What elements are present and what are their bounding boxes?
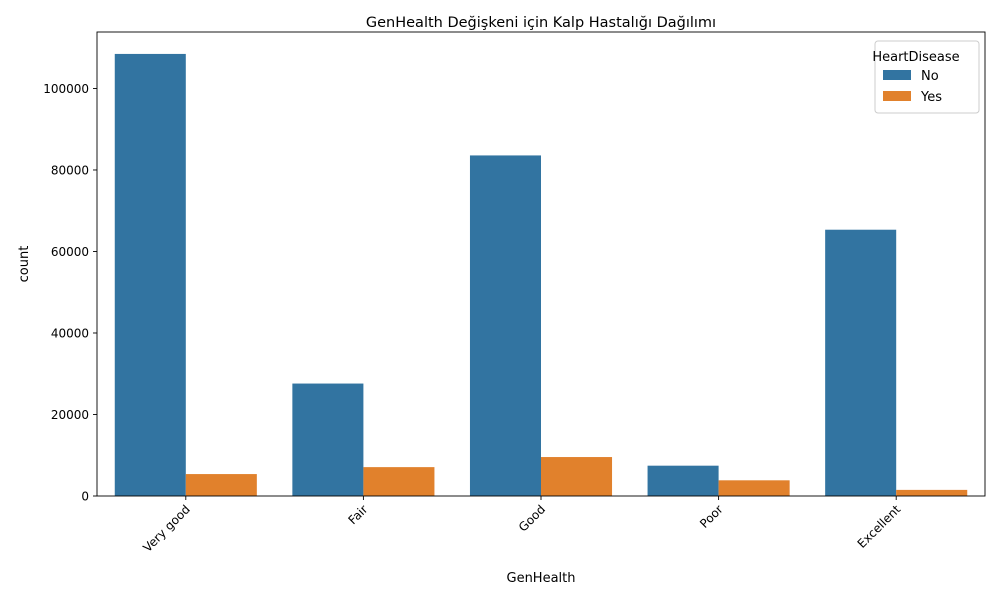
x-tick-label: Fair bbox=[345, 502, 370, 527]
x-tick-label: Poor bbox=[697, 502, 726, 531]
y-tick-label: 80000 bbox=[51, 163, 89, 177]
legend: HeartDisease No Yes bbox=[872, 40, 980, 114]
bar-no-poor bbox=[647, 465, 719, 496]
bars-group bbox=[114, 53, 968, 497]
y-tick-label: 0 bbox=[81, 490, 89, 504]
x-tick-label: Excellent bbox=[855, 502, 904, 551]
y-axis-ticks: 0 20000 40000 60000 80000 100000 bbox=[43, 82, 97, 504]
legend-swatch-no bbox=[883, 70, 911, 80]
bar-no-good bbox=[469, 155, 541, 497]
y-tick-label: 40000 bbox=[51, 326, 89, 340]
bar-no-excellent bbox=[825, 229, 897, 496]
y-axis-label: count bbox=[17, 246, 32, 283]
legend-label-yes: Yes bbox=[920, 90, 942, 105]
legend-swatch-yes bbox=[883, 91, 911, 101]
bar-yes-excellent bbox=[896, 489, 968, 496]
y-tick-label: 100000 bbox=[43, 82, 89, 96]
x-axis-ticks: Very good Fair Good Poor Excellent bbox=[140, 496, 904, 555]
x-tick-label: Good bbox=[516, 502, 548, 534]
bar-yes-good bbox=[541, 457, 613, 496]
y-tick-label: 60000 bbox=[51, 245, 89, 259]
x-axis-label: GenHealth bbox=[507, 571, 576, 586]
y-tick-label: 20000 bbox=[51, 408, 89, 422]
bar-yes-fair bbox=[363, 467, 435, 496]
plot-frame bbox=[96, 31, 986, 497]
bar-no-fair bbox=[292, 383, 364, 496]
legend-label-no: No bbox=[921, 69, 939, 84]
bar-no-very-good bbox=[114, 53, 186, 497]
x-tick-label: Very good bbox=[140, 502, 193, 555]
legend-title: HeartDisease bbox=[872, 50, 959, 65]
bar-yes-poor bbox=[718, 480, 790, 496]
chart-title: GenHealth Değişkeni için Kalp Hastalığı … bbox=[366, 15, 716, 31]
bar-yes-very-good bbox=[185, 474, 257, 496]
